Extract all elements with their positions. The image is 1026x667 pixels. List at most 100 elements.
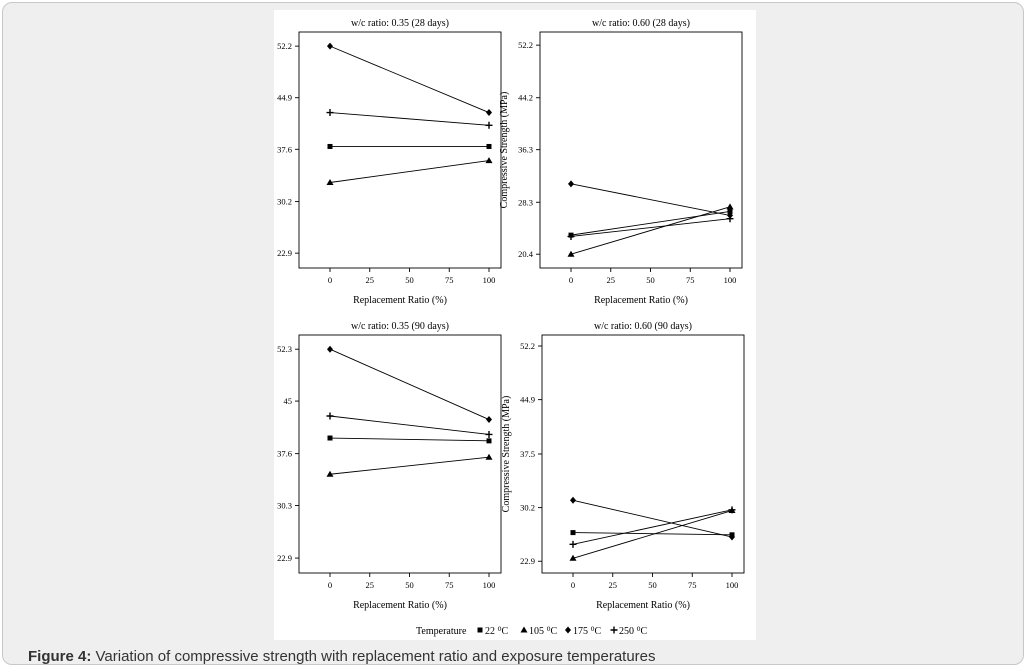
series-line xyxy=(329,437,490,442)
data-point xyxy=(485,121,493,129)
data-point xyxy=(486,143,492,149)
x-tick-label: 75 xyxy=(445,580,454,590)
chart-title: w/c ratio: 0.60 (90 days) xyxy=(594,321,692,332)
subplot-3: w/c ratio: 0.35 (90 days) 22.9 30.3 37.6 45 5… xyxy=(277,321,502,611)
series-line xyxy=(570,211,731,236)
series-line xyxy=(329,415,490,435)
data-point xyxy=(326,470,334,477)
series-line xyxy=(572,499,733,538)
x-axis-label: Replacement Ratio (%) xyxy=(353,600,447,611)
y-tick-label: 22.9 xyxy=(277,553,292,563)
series-line xyxy=(329,348,490,420)
x-tick-label: 100 xyxy=(726,580,739,590)
series-line xyxy=(570,206,731,255)
subplot-4: w/c ratio: 0.60 (90 days) 22.9 30.2 37.5 44.… xyxy=(501,321,745,611)
series-line xyxy=(329,112,490,126)
x-tick-label: 75 xyxy=(686,275,695,285)
legend-marker xyxy=(477,627,483,633)
x-tick-label: 75 xyxy=(688,580,697,590)
series-line xyxy=(570,183,731,216)
y-axis-label: Compressive Strength (MPa) xyxy=(499,92,510,209)
y-tick-label: 20.4 xyxy=(518,249,534,259)
data-point xyxy=(486,416,492,424)
data-point xyxy=(327,143,333,149)
y-tick-label: 36.3 xyxy=(518,145,533,155)
y-tick-label: 52.2 xyxy=(520,341,535,351)
x-tick-label: 25 xyxy=(366,275,375,285)
x-tick-label: 0 xyxy=(328,275,332,285)
data-point xyxy=(570,496,576,504)
x-tick-label: 0 xyxy=(571,580,575,590)
y-tick-label: 22.9 xyxy=(277,248,292,258)
x-tick-label: 50 xyxy=(405,580,414,590)
y-tick-label: 44.2 xyxy=(518,93,533,103)
data-point xyxy=(327,42,333,50)
y-tick-label: 37.5 xyxy=(520,449,535,459)
x-tick-label: 0 xyxy=(569,275,573,285)
data-point xyxy=(726,215,734,223)
series-line xyxy=(572,509,733,545)
x-tick-label: 100 xyxy=(483,275,496,285)
y-tick-label: 30.2 xyxy=(277,197,292,207)
subplot-2: w/c ratio: 0.60 (28 days) 20.4 28.3 36.3 44.… xyxy=(499,18,743,306)
data-point xyxy=(485,453,493,460)
x-tick-label: 50 xyxy=(648,580,657,590)
y-tick-label: 37.6 xyxy=(277,449,292,459)
legend-label: Temperature xyxy=(416,626,467,637)
x-tick-label: 25 xyxy=(609,580,618,590)
data-point xyxy=(485,430,493,438)
legend-marker xyxy=(565,626,571,634)
legend-entry-label: 22 ⁰C xyxy=(485,626,509,637)
data-point xyxy=(727,208,733,214)
legend-entry-label: 250 ⁰C xyxy=(619,626,648,637)
data-point xyxy=(729,533,735,541)
y-tick-label: 52.3 xyxy=(277,344,292,354)
chart-title: w/c ratio: 0.60 (28 days) xyxy=(592,18,690,29)
legend-entry-label: 105 ⁰C xyxy=(529,626,558,637)
y-axis-label: Compressive Strength (MPa) xyxy=(501,396,512,513)
chart-title: w/c ratio: 0.35 (28 days) xyxy=(351,18,449,29)
plot-frame xyxy=(298,31,502,269)
x-tick-label: 100 xyxy=(483,580,496,590)
figure-caption: Figure 4: Variation of compressive stren… xyxy=(28,648,1008,665)
x-tick-label: 25 xyxy=(607,275,616,285)
plot-frame xyxy=(298,334,502,574)
x-tick-label: 25 xyxy=(366,580,375,590)
legend-marker xyxy=(610,626,618,634)
legend-entry-label: 175 ⁰C xyxy=(573,626,602,637)
series-line xyxy=(329,45,490,113)
y-tick-label: 52.2 xyxy=(518,40,533,50)
series-line xyxy=(329,456,490,475)
series-line xyxy=(572,510,733,559)
data-point xyxy=(485,157,493,164)
x-tick-label: 100 xyxy=(724,275,737,285)
chart-title: w/c ratio: 0.35 (90 days) xyxy=(351,321,449,332)
data-point xyxy=(569,540,577,548)
data-point xyxy=(327,345,333,353)
chart-figure: Temperature 22 ⁰C 105 ⁰C 175 ⁰C 250 ⁰C w/c … xyxy=(277,18,745,637)
legend: 22 ⁰C 105 ⁰C 175 ⁰C 250 ⁰C xyxy=(477,626,648,637)
x-tick-label: 75 xyxy=(445,275,454,285)
x-tick-label: 50 xyxy=(646,275,655,285)
y-tick-label: 37.6 xyxy=(277,144,292,154)
y-tick-label: 44.9 xyxy=(277,93,292,103)
plot-frame xyxy=(539,31,743,269)
x-tick-label: 0 xyxy=(328,580,332,590)
data-point xyxy=(568,180,574,188)
series-line xyxy=(572,532,733,536)
data-point xyxy=(486,438,492,444)
y-tick-label: 30.2 xyxy=(520,503,535,513)
data-point xyxy=(326,412,334,420)
x-tick-label: 50 xyxy=(405,275,414,285)
data-point xyxy=(567,250,575,257)
data-point xyxy=(486,109,492,117)
series-line xyxy=(329,160,490,183)
subplot-1: w/c ratio: 0.35 (28 days) 22.9 30.2 37.6 44.… xyxy=(277,18,502,306)
x-axis-label: Replacement Ratio (%) xyxy=(353,295,447,306)
data-point xyxy=(326,109,334,117)
data-point xyxy=(570,530,576,536)
x-axis-label: Replacement Ratio (%) xyxy=(596,600,690,611)
data-point xyxy=(326,179,334,186)
data-point xyxy=(327,435,333,441)
